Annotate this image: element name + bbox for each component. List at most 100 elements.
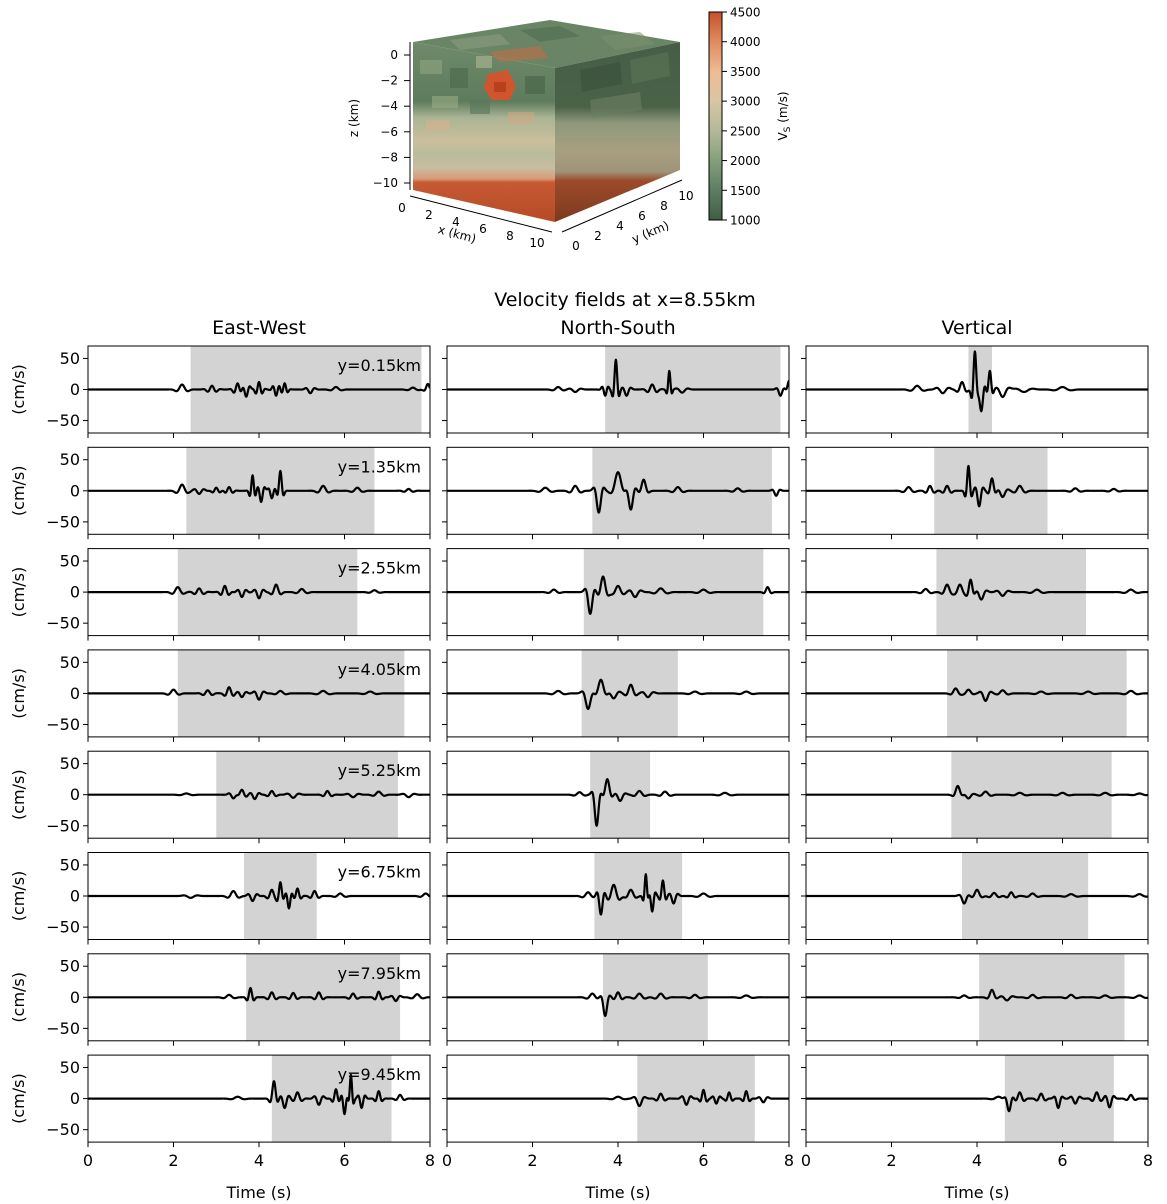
y-tick-label: −50 [46,1019,80,1038]
velocity-trace [88,1073,430,1116]
velocity-trace [447,873,789,916]
cube-y-tick-label: 10 [678,189,693,203]
station-label: y=4.05km [338,660,421,679]
velocity-cube [409,20,683,233]
colorbar-tick-label: 4000 [730,35,761,49]
seismogram-panel [801,446,1149,540]
velocity-trace [88,686,430,701]
cube-x-axis-label: x (km) [436,222,477,246]
y-tick-label: 50 [60,349,80,368]
cube-x-tick-label: 4 [452,215,460,229]
velocity-trace [806,784,1148,800]
y-axis-label: (cm/s) [9,466,28,517]
seismogram-panel [442,345,790,438]
x-tick-label: 0 [442,1151,452,1170]
seismogram-panel: 0 2 4 6 8 Time (s) [801,1054,1153,1202]
seismogram-panel [801,548,1149,641]
y-tick-label: −50 [46,411,80,430]
velocity-trace [88,881,430,910]
cube-x-tick-label: 0 [398,201,406,215]
velocity-trace [447,1088,789,1108]
cube-z-tick-label: −8 [380,150,398,164]
y-tick-label: 50 [60,957,80,976]
x-tick-label: 2 [168,1151,178,1170]
cube-top-texture [450,26,655,62]
cube-front-texture [420,56,545,130]
y-tick-label: 50 [60,653,80,672]
figure-suptitle: Velocity fields at x=8.55km [494,289,756,311]
x-tick-label: 0 [83,1151,93,1170]
seismogram-panel: 50 0 −50 y=2.55km (cm/s) [9,548,431,641]
y-tick-label: 50 [60,552,80,571]
y-tick-label: −50 [46,512,80,531]
cube-y-tick-label: 4 [616,219,624,233]
cube-y-tick-label: 2 [594,229,602,243]
seismogram-panel [442,548,790,641]
cube-z-tick-label: −10 [373,176,398,190]
seismogram-panel: 0 2 4 6 8 Time (s) [442,1054,794,1202]
cube-x-tick-label: 2 [425,208,433,222]
cube-y-axis-label: y (km) [630,218,671,246]
y-tick-label: 50 [60,855,80,874]
velocity-trace [447,778,789,827]
colorbar-tick-label: 4500 [730,6,761,20]
x-tick-label: 6 [339,1151,349,1170]
cube-x-tick-label: 8 [506,229,514,243]
column-title-east-west: East-West [212,317,306,339]
y-axis-label: (cm/s) [9,972,28,1023]
velocity-trace [88,986,430,1003]
velocity-trace [447,991,789,1018]
column-title-north-south: North-South [560,317,675,339]
y-axis-label: (cm/s) [9,1073,28,1124]
cube-x-tick-label: 10 [529,236,544,250]
seismogram-panel: 500−500 2 4 6 8y=9.45km(cm/s)Time (s) [9,1054,435,1202]
y-tick-label: 50 [60,754,80,773]
station-label: y=2.55km [338,559,421,578]
seismogram-panel: 50 0 −50 y=4.05km (cm/s) [9,649,431,742]
y-tick-label: −50 [46,1120,80,1139]
x-tick-label: 2 [527,1151,537,1170]
velocity-trace [447,575,789,615]
y-tick-label: 0 [70,887,80,906]
x-tick-label: 2 [886,1151,896,1170]
station-label: y=7.95km [338,964,421,983]
seismogram-panel [801,852,1149,945]
y-tick-label: −50 [46,715,80,734]
velocity-trace [88,469,430,504]
cube-z-tick-label: 0 [390,48,398,62]
velocity-trace [806,350,1148,413]
seismogram-panel: 50 0 −50 y=1.35km (cm/s) [9,446,431,540]
x-axis-label: Time (s) [584,1183,650,1202]
seismogram-panel: 50 0 −50 y=7.95km (cm/s) [9,953,431,1046]
column-title-vertical: Vertical [941,317,1012,339]
colorbar-tick-label: 2500 [730,124,761,138]
cube-y-tick-label: 8 [660,199,668,213]
y-tick-label: −50 [46,918,80,937]
y-axis-label: (cm/s) [9,871,28,922]
velocity-trace [806,988,1148,1002]
y-tick-label: 0 [70,988,80,1007]
cube-y-tick-label: 6 [638,209,646,223]
x-tick-label: 4 [254,1151,264,1170]
x-tick-label: 4 [613,1151,623,1170]
seismogram-panel [801,953,1149,1046]
seismogram-panel [442,750,790,844]
x-tick-label: 6 [698,1151,708,1170]
x-tick-label: 0 [801,1151,811,1170]
y-axis-label: (cm/s) [9,769,28,820]
cube-z-axis-label: z (km) [347,99,361,137]
seismogram-panel [442,852,790,945]
velocity-trace [447,358,789,398]
y-tick-label: 0 [70,684,80,703]
velocity-trace [88,583,430,600]
seismogram-panel [442,446,790,540]
velocity-trace [806,1091,1148,1113]
colorbar: 4500 4000 3500 3000 2500 2000 1500 1000 VS (m/s… [708,6,793,228]
cube-front-face [413,42,555,222]
x-tick-label: 8 [1143,1151,1153,1170]
x-tick-label: 8 [425,1151,435,1170]
velocity-trace [806,888,1148,905]
velocity-trace [447,471,789,514]
colorbar-tick-label: 2000 [730,154,761,168]
